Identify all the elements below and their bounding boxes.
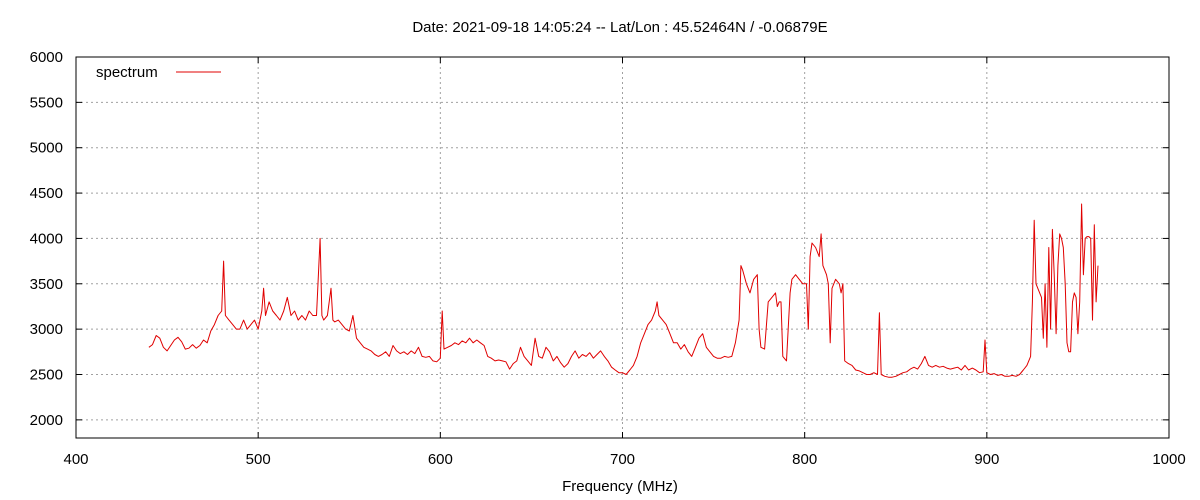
x-tick-label: 600	[428, 451, 453, 468]
x-tick-label: 400	[63, 451, 88, 468]
legend-label-spectrum: spectrum	[96, 64, 158, 81]
y-tick-label: 2500	[30, 367, 63, 384]
x-tick-label: 1000	[1152, 451, 1185, 468]
y-tick-label: 3500	[30, 276, 63, 293]
legend: spectrum	[96, 64, 221, 81]
x-axis-label: Frequency (MHz)	[562, 478, 678, 495]
y-tick-label: 5000	[30, 140, 63, 157]
series-line-spectrum	[148, 203, 1099, 378]
y-tick-label: 4000	[30, 230, 63, 247]
axis-ticks: 400 500 600 700 800 900 1000 2000 2500 3000 3500 40…	[30, 49, 1186, 468]
x-tick-label: 500	[246, 451, 271, 468]
y-tick-label: 4500	[30, 185, 63, 202]
x-tick-label: 800	[792, 451, 817, 468]
x-tick-label: 900	[974, 451, 999, 468]
grid-lines	[76, 57, 1169, 438]
y-tick-label: 6000	[30, 49, 63, 66]
y-tick-label: 2000	[30, 412, 63, 429]
y-tick-label: 3000	[30, 321, 63, 338]
series-layer	[148, 203, 1099, 378]
y-tick-label: 5500	[30, 94, 63, 111]
x-tick-label: 700	[610, 451, 635, 468]
plot-area-frame	[75, 56, 1170, 439]
chart-title: Date: 2021-09-18 14:05:24 -- Lat/Lon : 4…	[412, 19, 827, 36]
